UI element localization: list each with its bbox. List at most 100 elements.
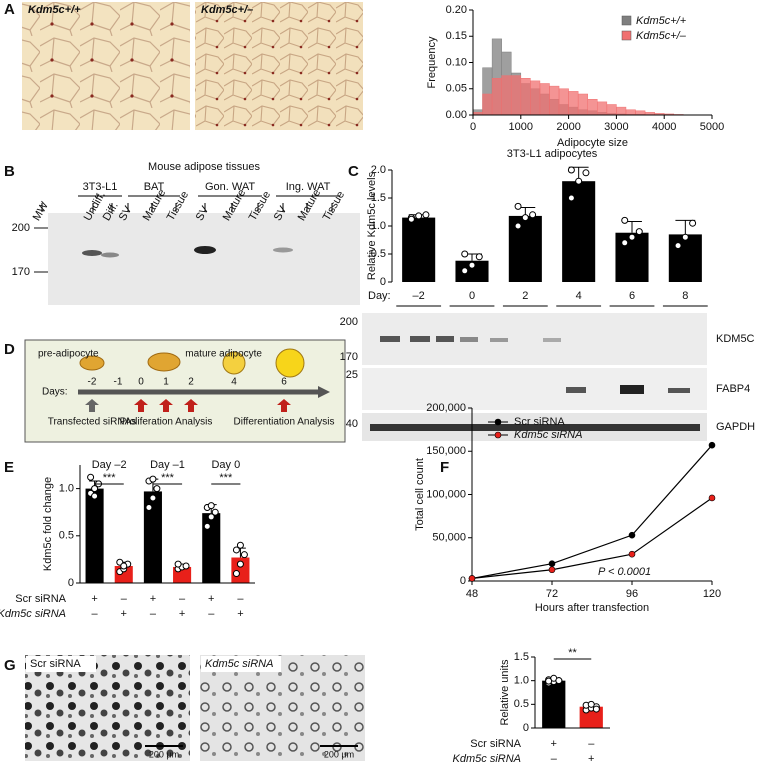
significance: ** (568, 647, 577, 659)
day-label: -2 (88, 377, 97, 388)
data-point (153, 485, 161, 493)
treatment-sign: – (237, 593, 244, 605)
data-point (475, 253, 483, 261)
treatment-label: Scr siRNA (470, 738, 521, 750)
x-tick-label: 2000 (556, 121, 580, 133)
data-point (689, 219, 697, 227)
bar (615, 232, 649, 282)
y-tick-label: 1.0 (371, 220, 386, 232)
y-tick-label: 0.15 (446, 30, 467, 42)
legend-marker (494, 418, 502, 426)
y-tick-label: 0 (523, 722, 529, 734)
data-point (521, 214, 529, 222)
x-tick-label: 2 (522, 290, 528, 302)
x-tick-label: 72 (546, 588, 558, 600)
treatment-sign: + (588, 753, 594, 765)
treatment-sign: + (179, 608, 185, 620)
y-tick-label: 1.5 (514, 651, 529, 663)
treatment-sign: + (208, 593, 214, 605)
data-point (236, 560, 244, 568)
band (82, 250, 102, 256)
legend-marker (494, 431, 502, 439)
y-tick-label: 100,000 (426, 488, 466, 500)
data-point (514, 202, 522, 210)
histogram-bar (530, 80, 541, 116)
bar (455, 260, 489, 282)
line-point (548, 560, 556, 568)
series-line (471, 497, 713, 580)
y-tick-label: 0 (460, 575, 466, 587)
image-label: Kdm5c+/– (201, 4, 253, 16)
data-point (587, 700, 595, 708)
data-point (87, 473, 95, 481)
day-label: 0 (138, 377, 144, 388)
histogram-bar (606, 104, 617, 116)
data-point (621, 216, 629, 224)
stage-label: pre-adipocyte (38, 349, 99, 360)
bar (202, 513, 221, 583)
histogram-bar (549, 85, 560, 116)
bar (668, 234, 702, 282)
data-point (149, 475, 157, 483)
y-tick-label: 1.0 (59, 483, 74, 495)
bar (143, 491, 162, 583)
histogram-bar (625, 109, 636, 116)
treatment-sign: – (551, 753, 558, 765)
marker-label: 170 (12, 266, 30, 278)
x-tick-label: 8 (682, 290, 688, 302)
data-point (232, 546, 240, 554)
x-tick-label: 0 (469, 290, 475, 302)
protein-label: FABP4 (716, 383, 750, 395)
band (101, 252, 119, 258)
histogram-bar (616, 106, 627, 116)
data-point (545, 677, 553, 685)
blot-title: Mouse adipose tissues (148, 161, 260, 173)
step-label: Differentiation Analysis (234, 417, 335, 428)
legend-swatch (621, 30, 632, 41)
blot (362, 368, 707, 410)
protein-label: KDM5C (716, 333, 755, 345)
treatment-label: Scr siRNA (15, 593, 66, 605)
day-label: 4 (231, 377, 237, 388)
group-label: Day –1 (150, 459, 185, 471)
y-tick-label: 0.5 (514, 698, 529, 710)
treatment-sign: + (91, 593, 97, 605)
treatment-label: Kdm5c siRNA (0, 608, 66, 620)
data-point (174, 560, 182, 568)
day-label: -1 (114, 377, 123, 388)
data-point (555, 677, 563, 685)
marker-label: 200 (340, 316, 358, 328)
treatment-sign: – (92, 608, 99, 620)
cell-icon (222, 351, 246, 375)
histogram-bar (635, 110, 646, 116)
x-tick-label: 48 (466, 588, 478, 600)
data-point (232, 570, 240, 578)
x-tick-label: 5000 (700, 121, 724, 133)
data-point (461, 267, 469, 275)
x-axis-title: Hours after transfection (535, 602, 649, 614)
data-point (628, 233, 636, 241)
panel-label: D (4, 341, 15, 358)
data-point (514, 222, 522, 230)
y-tick-label: 0.5 (371, 248, 386, 260)
data-point (91, 485, 99, 493)
y-tick-label: 2.0 (371, 164, 386, 176)
band (273, 247, 293, 253)
arrows (85, 399, 291, 412)
data-point (468, 261, 476, 269)
histogram-bar (482, 93, 493, 116)
y-tick-label: 1.5 (371, 192, 386, 204)
panel-label: B (4, 163, 15, 180)
timeline-arrow (318, 386, 330, 398)
image-label: Kdm5c siRNA (205, 658, 273, 670)
y-tick-label: 0 (380, 276, 386, 288)
data-point (120, 562, 128, 570)
series-line (471, 444, 713, 579)
y-tick-label: 0.10 (446, 56, 467, 68)
y-tick-label: 0 (68, 577, 74, 589)
histogram-bar (501, 75, 512, 116)
x-axis-title: Adipocyte size (557, 137, 628, 149)
line-point (708, 441, 716, 449)
data-point (529, 211, 537, 219)
line-point (548, 566, 556, 574)
